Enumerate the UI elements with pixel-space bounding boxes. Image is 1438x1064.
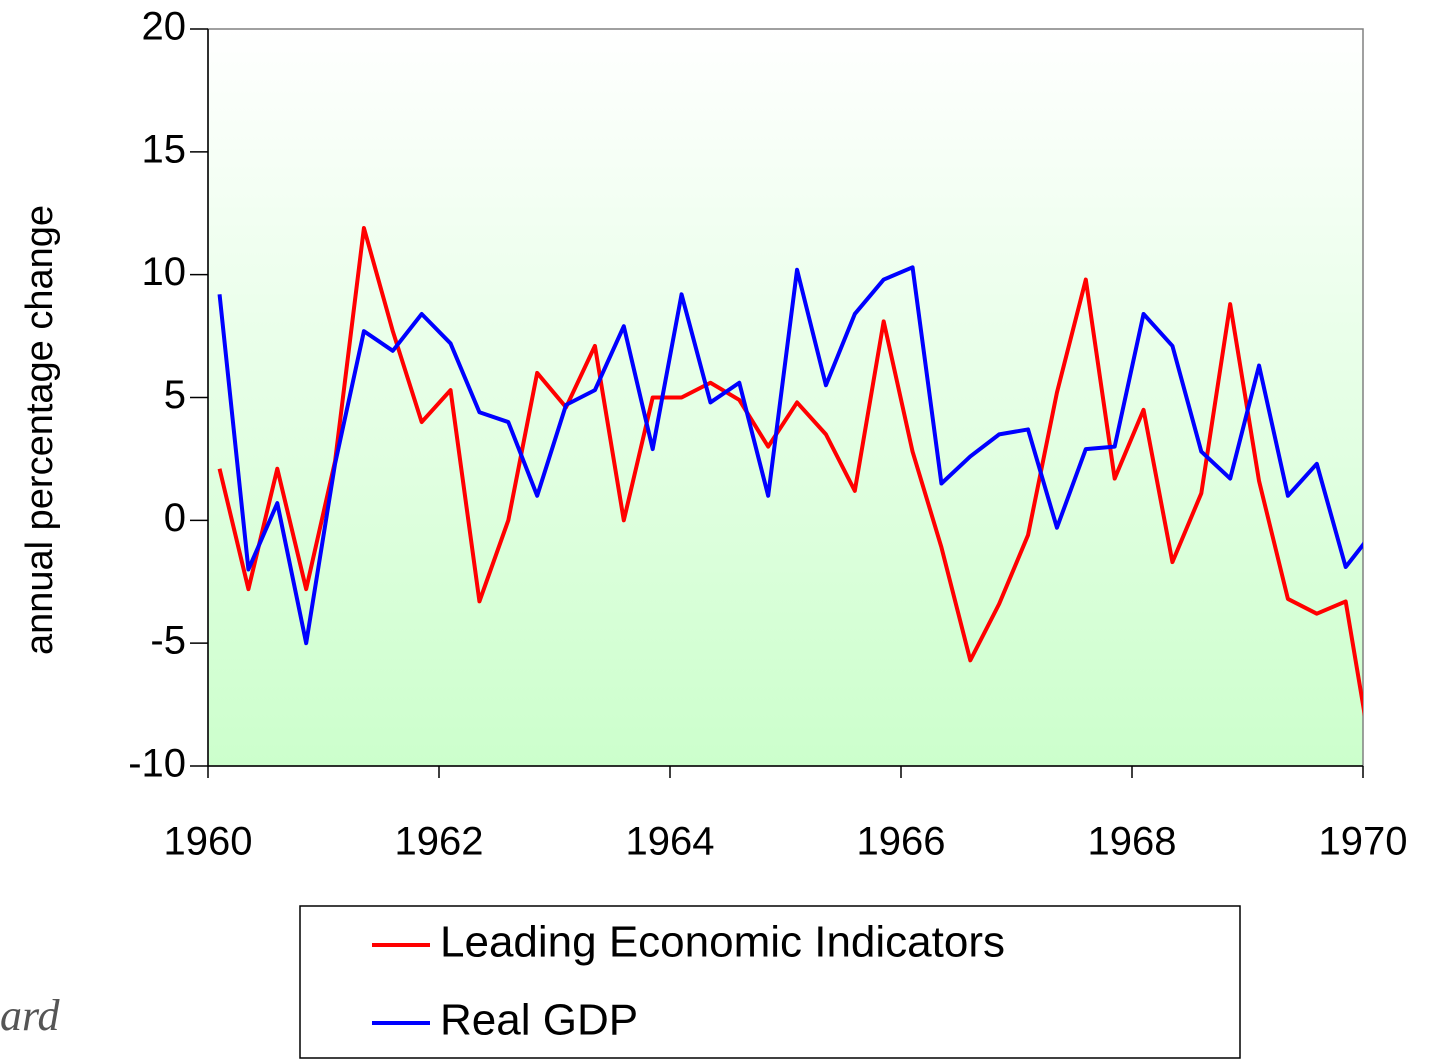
x-tick-label: 1962	[395, 820, 484, 864]
y-tick-label: -10	[128, 742, 186, 786]
y-tick-label: -5	[150, 619, 186, 663]
y-tick-label: 0	[164, 496, 186, 540]
y-tick-label: 20	[142, 5, 187, 49]
y-tick-label: 15	[142, 127, 187, 171]
legend-box	[299, 905, 1241, 1059]
x-tick-label: 1964	[626, 820, 715, 864]
series-line	[217, 265, 1363, 646]
y-axis-label: annual percentage change	[19, 205, 61, 655]
plot-area	[207, 28, 1364, 767]
series-line	[217, 225, 1363, 717]
legend-label: Leading Economic Indicators	[440, 918, 1005, 967]
footnote: ard	[0, 991, 60, 1040]
y-tick-label: 5	[164, 373, 186, 417]
legend-label: Real GDP	[440, 996, 638, 1045]
series-layer	[217, 225, 1363, 717]
x-tick-label: 1960	[164, 820, 253, 864]
x-tick-label: 1970	[1319, 820, 1408, 864]
x-tick-label: 1966	[857, 820, 946, 864]
y-tick-label: 10	[142, 250, 187, 294]
x-tick-label: 1968	[1088, 820, 1177, 864]
